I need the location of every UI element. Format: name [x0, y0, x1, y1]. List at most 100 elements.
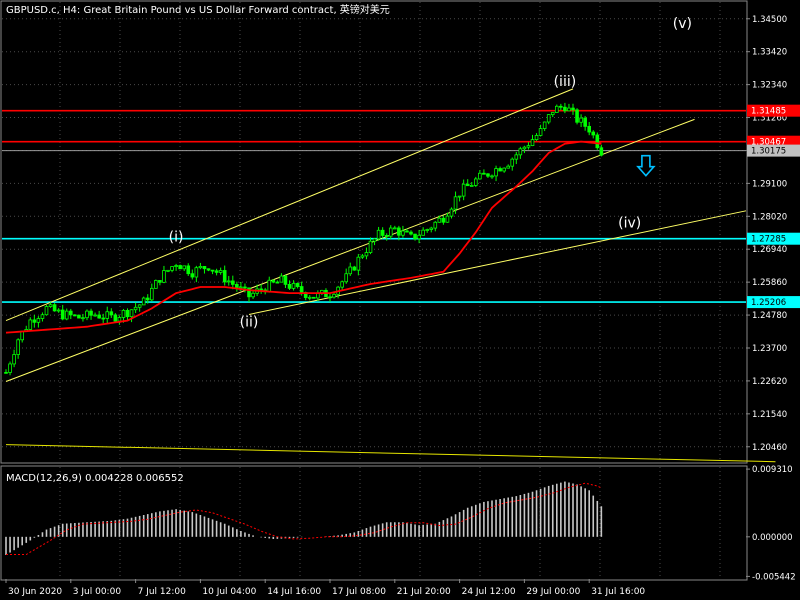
price-label-box	[747, 104, 800, 117]
price-tick-label: 1.25860	[752, 278, 787, 288]
candle-body	[52, 304, 57, 312]
candle-body	[60, 309, 65, 320]
candle-body	[64, 310, 69, 320]
candle-body	[368, 240, 373, 253]
wave-label: (ii)	[240, 315, 259, 331]
candle-body	[453, 196, 458, 210]
candle-body	[105, 311, 110, 319]
price-axis: 1.345001.334201.323401.312601.301801.291…	[746, 15, 787, 453]
candle-body	[542, 121, 547, 129]
time-tick-label: 31 Jul 16:00	[591, 587, 645, 597]
price-tick-label: 1.22620	[752, 377, 787, 387]
candle-body	[247, 287, 251, 298]
price-pane[interactable]	[0, 0, 748, 464]
candle-body	[109, 311, 114, 316]
wave-label: (iii)	[554, 74, 577, 90]
candle-body	[267, 279, 272, 293]
candle-body	[372, 238, 377, 242]
macd-axis: 0.009310 0.000000 -0.005442	[746, 465, 796, 582]
candle-body	[166, 269, 170, 272]
candle-body	[137, 304, 142, 308]
candle-body	[514, 154, 519, 160]
macd-tick-label: 0.000000	[752, 533, 793, 543]
candle-body	[222, 270, 227, 283]
candle-body	[101, 317, 106, 320]
candle-body	[498, 168, 502, 172]
candle-body	[210, 269, 215, 272]
candle-body	[279, 275, 284, 283]
candles	[4, 102, 604, 376]
candle-body	[186, 265, 191, 275]
candle-body	[32, 319, 37, 323]
candle-body	[360, 255, 365, 258]
candle-body	[449, 208, 454, 217]
candle-body	[154, 280, 158, 289]
candle-body	[478, 172, 482, 180]
price-tick-label: 1.33420	[752, 48, 787, 58]
candle-body	[461, 183, 466, 197]
candle-body	[162, 270, 166, 283]
candle-body	[271, 279, 276, 283]
macd-pane[interactable]	[0, 465, 748, 581]
candle-body	[202, 266, 207, 270]
price-label-text: 1.30467	[751, 138, 786, 148]
candle-body	[364, 252, 369, 257]
price-tick-label: 1.23700	[752, 344, 787, 354]
candle-body	[579, 117, 583, 123]
moving-average	[5, 140, 602, 334]
price-tick-label: 1.29100	[752, 179, 787, 189]
candle-body	[332, 293, 336, 298]
candle-body	[287, 283, 292, 289]
candle-body	[502, 167, 506, 172]
candle-body	[275, 281, 280, 284]
long-ma-line	[5, 444, 776, 463]
macd-signal-line	[6, 482, 602, 555]
candle-body	[380, 229, 385, 236]
macd-label: MACD(12,26,9) 0.004228 0.006552	[6, 473, 184, 484]
candle-body	[291, 283, 296, 289]
candle-body	[486, 173, 490, 177]
candle-body	[218, 270, 223, 273]
candle-body	[133, 306, 138, 311]
candle-body	[206, 268, 211, 271]
candle-body	[563, 106, 567, 112]
candle-body	[522, 146, 527, 150]
candle-body	[12, 354, 16, 365]
candle-body	[226, 280, 231, 283]
candle-body	[595, 134, 600, 149]
candle-body	[567, 107, 571, 112]
candle-body	[465, 183, 470, 187]
candle-body	[69, 310, 73, 316]
candle-body	[174, 265, 178, 267]
candle-body	[344, 273, 348, 283]
candle-body	[141, 297, 146, 306]
candle-body	[550, 112, 555, 115]
time-tick-label: 17 Jul 08:00	[332, 587, 386, 597]
candle-body	[421, 229, 425, 236]
candle-body	[243, 286, 247, 289]
candle-body	[40, 314, 45, 319]
candle-body	[546, 114, 551, 123]
candle-body	[16, 339, 20, 355]
price-tick-label: 1.24780	[752, 311, 787, 321]
candle-body	[413, 233, 417, 240]
candle-body	[44, 306, 49, 316]
candle-body	[149, 287, 154, 301]
candle-body	[409, 231, 413, 235]
candle-body	[214, 270, 219, 273]
down-arrow-shape	[636, 154, 656, 177]
chart-title: GBPUSD.c, H4: Great Britain Pound vs US …	[6, 3, 390, 16]
candle-body	[299, 286, 304, 293]
candle-body	[129, 309, 134, 318]
candle-body	[530, 139, 535, 146]
candle-body	[283, 275, 288, 285]
candle-body	[526, 145, 531, 148]
candle-body	[555, 105, 559, 113]
wave-label: (i)	[169, 229, 184, 245]
channel-lines[interactable]	[5, 88, 747, 382]
time-tick-label: 3 Jul 00:00	[73, 587, 122, 597]
price-label-text: 1.25206	[751, 298, 786, 308]
candle-body	[599, 147, 604, 156]
candle-body	[158, 280, 162, 283]
